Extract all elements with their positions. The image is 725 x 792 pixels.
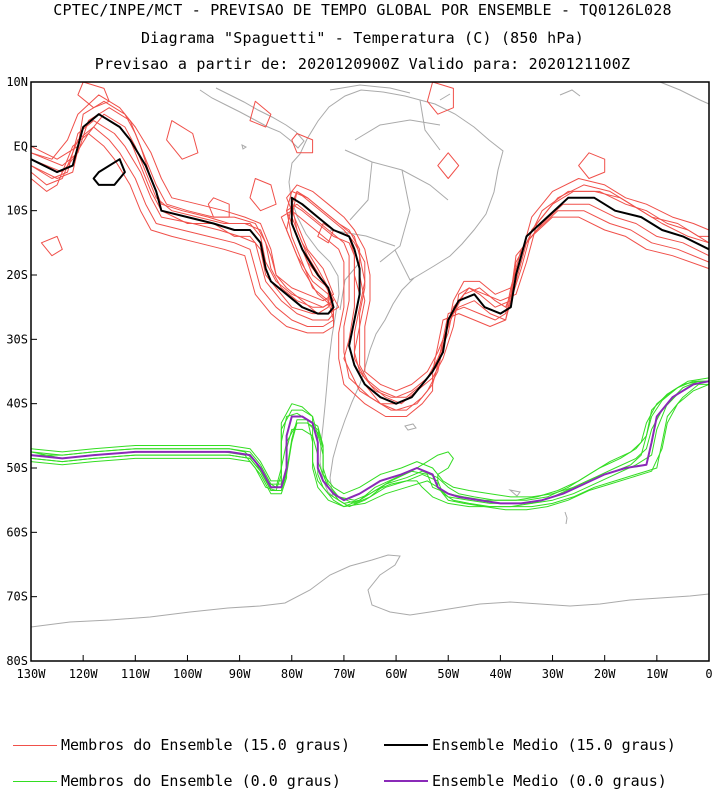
map-title-line-3: Previsao a partir de: 2020120900Z Valido… — [94, 55, 631, 73]
isotherm-15-blob-7 — [426, 81, 454, 115]
lon-tick-label-8: 50W — [437, 667, 459, 681]
isotherm-15-ensemble-mean — [30, 113, 710, 405]
isotherm-15-member-0 — [30, 107, 710, 398]
lon-tick-label-12: 10W — [646, 667, 668, 681]
antarctica-coastline — [30, 554, 710, 628]
lat-tick-label-3: 20S — [6, 268, 28, 282]
lat-tick-label-5: 40S — [6, 397, 28, 411]
lat-tick-label-4: 30S — [6, 332, 28, 346]
lon-tick-label-1: 120W — [69, 667, 99, 681]
lat-tick-label-8: 70S — [6, 590, 28, 604]
isotherm-0-member-2 — [30, 377, 710, 504]
map-title-line-2: Diagrama "Spaguetti" - Temperatura (C) (… — [140, 29, 585, 47]
legend-swatch-members-0 — [13, 780, 57, 782]
legend-label-members-15: Membros do Ensemble (15.0 graus) — [61, 736, 350, 754]
legend-item-mean-15: Ensemble Medio (15.0 graus) — [384, 736, 676, 754]
longitude-ticks: 130W 120W 110W 100W 90W 80W 70W 60W 50W 40W 30W 20W… — [17, 655, 713, 681]
lon-tick-label-13: 0 — [705, 667, 712, 681]
galapagos — [241, 144, 247, 150]
lon-tick-label-4: 90W — [229, 667, 251, 681]
isotherm-15-blob-2 — [166, 120, 199, 160]
lon-tick-label-7: 60W — [385, 667, 407, 681]
spaghetti-map: 130W 120W 110W 100W 90W 80W 70W 60W 50W 40W 30W 20W… — [6, 75, 713, 681]
isotherm-15-blob-3 — [249, 178, 277, 212]
map-frame — [30, 81, 710, 662]
legend: Membros do Ensemble (15.0 graus) Ensembl… — [0, 730, 725, 792]
lat-tick-label-1: EQ — [14, 139, 28, 153]
isotherm-15-member-2 — [30, 100, 709, 405]
isotherm-15-blob-0 — [40, 235, 63, 257]
isotherm-0-ensemble-mean — [30, 380, 710, 505]
country-borders — [329, 99, 449, 311]
latitude-ticks: 10N EQ 10S 20S 30S 40S 50S 60S 70S 80S — [6, 75, 37, 668]
ensemble-mean-lines — [30, 113, 710, 505]
lat-tick-label-9: 80S — [6, 654, 28, 668]
lon-tick-label-9: 40W — [490, 667, 512, 681]
south-georgia — [508, 489, 521, 497]
lon-tick-label-0: 130W — [17, 667, 47, 681]
legend-swatch-mean-15 — [384, 744, 428, 746]
lat-tick-label-7: 60S — [6, 525, 28, 539]
legend-item-members-0: Membros do Ensemble (0.0 graus) — [13, 772, 341, 790]
sandwich-islands — [564, 511, 568, 525]
isotherm-15-blob-8 — [578, 152, 606, 179]
falkland-islands — [404, 423, 417, 431]
lon-tick-label-6: 70W — [333, 667, 355, 681]
green-member-lines — [30, 377, 710, 511]
lon-tick-label-11: 20W — [594, 667, 616, 681]
isotherm-0-member-0 — [30, 380, 710, 498]
map-frame-background — [31, 82, 709, 661]
lon-tick-label-3: 100W — [173, 667, 203, 681]
lon-tick-label-10: 30W — [542, 667, 564, 681]
coastlines — [30, 81, 710, 628]
legend-label-mean-15: Ensemble Medio (15.0 graus) — [432, 736, 676, 754]
africa-coastline — [659, 81, 710, 105]
legend-swatch-mean-0 — [384, 780, 428, 782]
isotherm-15-blob-1 — [77, 81, 110, 109]
caribbean-islands — [329, 84, 581, 101]
isotherm-0-member-5 — [30, 380, 709, 508]
lat-tick-label-0: 10N — [6, 75, 28, 89]
lon-tick-label-2: 110W — [121, 667, 151, 681]
lat-tick-label-2: 10S — [6, 204, 28, 218]
legend-label-members-0: Membros do Ensemble (0.0 graus) — [61, 772, 341, 790]
legend-label-mean-0: Ensemble Medio (0.0 graus) — [432, 772, 667, 790]
isotherm-0-member-6 — [30, 380, 709, 504]
isotherm-15-blob-5 — [249, 100, 272, 128]
isotherm-15-blob-6 — [291, 133, 314, 154]
isotherm-15-member-6 — [30, 133, 710, 417]
legend-item-members-15: Membros do Ensemble (15.0 graus) — [13, 736, 350, 754]
isotherm-15-blob-10 — [437, 152, 460, 179]
legend-swatch-members-15 — [13, 744, 57, 746]
lat-tick-label-6: 50S — [6, 461, 28, 475]
map-title-line-1: CPTEC/INPE/MCT - PREVISAO DE TEMPO GLOBA… — [53, 1, 672, 19]
legend-item-mean-0: Ensemble Medio (0.0 graus) — [384, 772, 667, 790]
lon-tick-label-5: 80W — [281, 667, 303, 681]
isotherm-15-ensemble-mean-loop — [92, 158, 126, 186]
